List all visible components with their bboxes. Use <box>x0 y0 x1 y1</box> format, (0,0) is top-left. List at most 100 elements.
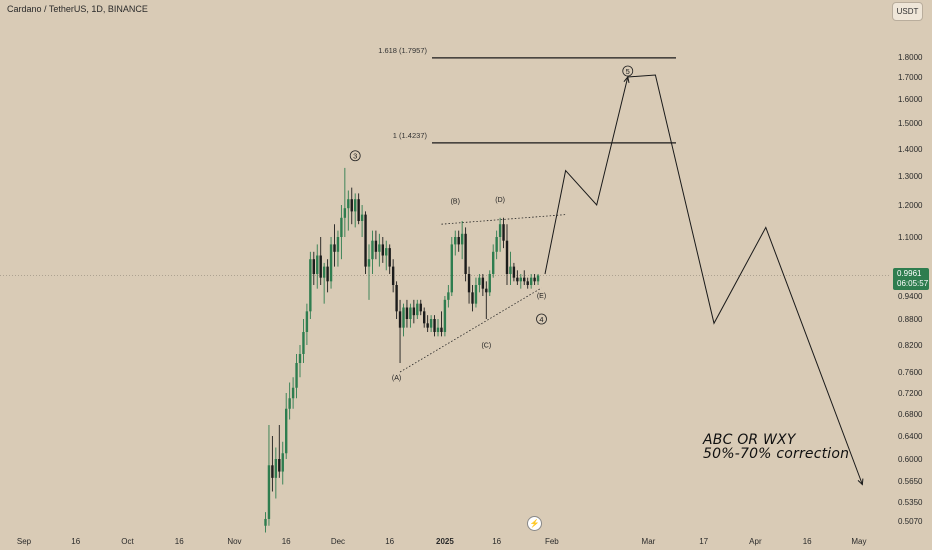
candle-body <box>264 518 267 526</box>
candle <box>364 211 367 274</box>
candle <box>285 393 288 459</box>
candle-body <box>457 237 460 245</box>
y-tick-label: 0.8200 <box>898 341 923 350</box>
y-tick-label: 1.8000 <box>898 53 923 62</box>
x-tick-label: 16 <box>385 537 394 546</box>
candle <box>481 274 485 296</box>
candle-body <box>405 307 409 319</box>
projection-line <box>544 74 863 485</box>
candle-body <box>505 240 509 274</box>
candle-body <box>429 319 433 328</box>
wave-labels: 3 4 5 (A) (B) (C) (D) (E) <box>349 65 634 382</box>
candle-body <box>409 307 412 319</box>
candle <box>405 299 409 328</box>
candle-body <box>302 332 305 354</box>
candle <box>536 274 540 285</box>
candle-body <box>492 251 495 274</box>
candle <box>291 377 295 409</box>
candle-body <box>436 327 440 332</box>
y-tick-label: 0.5650 <box>898 477 923 486</box>
candle-body <box>533 277 536 282</box>
wave-a-label: (A) <box>392 375 401 382</box>
candle-body <box>316 255 319 274</box>
candle <box>478 274 481 293</box>
x-tick-label: 16 <box>175 537 184 546</box>
candle <box>360 205 364 237</box>
candle <box>374 230 378 260</box>
wave4-label: 4 <box>539 315 543 324</box>
candle-body <box>281 453 284 472</box>
candle-body <box>495 237 498 252</box>
candle-body <box>288 398 291 409</box>
candle-body <box>336 237 340 252</box>
candle <box>333 224 336 267</box>
candle-body <box>291 387 295 399</box>
candle-body <box>267 465 271 519</box>
candle <box>443 296 447 337</box>
bar-countdown: 06:05:57 <box>897 279 929 288</box>
candle-body <box>509 266 512 274</box>
current-price-value: 0.9961 <box>897 269 922 278</box>
lightning-icon[interactable]: ⚡ <box>527 516 542 531</box>
candle-body <box>481 277 485 289</box>
candle-body <box>271 465 274 478</box>
x-tick-label: 16 <box>492 537 501 546</box>
candle <box>498 217 502 252</box>
candle-body <box>322 266 326 278</box>
annotation-line-2: 50%-70% correction <box>703 446 850 462</box>
candle <box>436 319 440 337</box>
candle-body <box>312 259 315 274</box>
x-tick-label: 16 <box>71 537 80 546</box>
y-tick-label: 0.5070 <box>898 517 923 526</box>
candle-body <box>423 311 426 324</box>
candle <box>471 285 474 312</box>
candle <box>326 259 329 293</box>
candle <box>509 251 512 285</box>
candle-body <box>364 214 367 267</box>
candles-layer <box>264 167 540 533</box>
candle-body <box>467 274 471 293</box>
x-tick-label: Oct <box>121 537 134 546</box>
candle <box>512 262 516 282</box>
candle-body <box>274 459 278 478</box>
y-tick-label: 1.6000 <box>898 95 923 104</box>
candle <box>274 447 278 499</box>
candle-body <box>347 199 350 209</box>
candle-body <box>433 319 436 332</box>
symbol-title: Cardano / TetherUS, 1D, BINANCE <box>7 4 148 14</box>
candle-body <box>512 266 516 278</box>
candle <box>409 303 412 328</box>
annotation-line-1: ABC OR WXY <box>703 432 796 448</box>
candle <box>502 217 505 249</box>
candle-body <box>498 224 502 237</box>
candle <box>271 436 274 492</box>
candle <box>533 274 536 285</box>
y-tick-label: 0.5350 <box>898 498 923 507</box>
wave5-label-circle <box>622 65 634 77</box>
candle-body <box>343 208 347 218</box>
candle-body <box>478 277 481 285</box>
currency-button[interactable]: USDT <box>892 2 923 21</box>
candle <box>312 251 315 285</box>
candle-body <box>378 244 381 252</box>
y-tick-label: 0.7600 <box>898 368 923 377</box>
correction-arrowhead <box>857 478 864 486</box>
candle-body <box>326 266 329 282</box>
candle <box>288 382 291 420</box>
candle <box>329 237 333 289</box>
candle-body <box>516 277 519 282</box>
candle-body <box>488 274 491 293</box>
candle <box>302 319 305 363</box>
candle <box>340 205 343 260</box>
candle <box>516 270 519 285</box>
y-tick-label: 1.7000 <box>898 73 923 82</box>
x-tick-label: Feb <box>545 537 559 546</box>
candle-body <box>309 259 312 312</box>
candle-body <box>412 307 416 316</box>
candle <box>267 425 271 526</box>
candle <box>495 230 498 260</box>
candle <box>391 259 395 293</box>
candle-body <box>416 303 419 316</box>
